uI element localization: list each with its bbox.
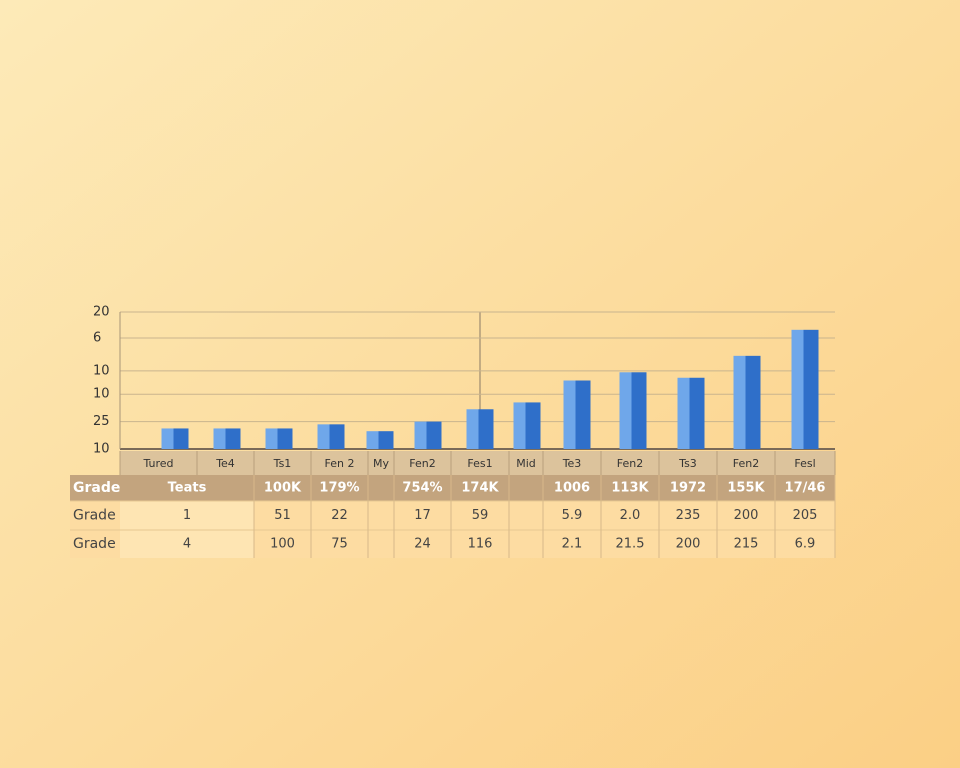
table-cell: 174K	[461, 481, 499, 496]
table-cell: 179%	[319, 481, 359, 496]
table-cell: 2.0	[620, 508, 641, 523]
bar	[213, 428, 241, 449]
x-tick-label: Fesl	[794, 457, 815, 470]
table-cell: 113K	[611, 481, 649, 496]
table-cell: 155K	[727, 481, 765, 496]
table-cell: 59	[472, 508, 489, 523]
table-cell: 1	[183, 508, 191, 523]
row-label: Grade	[73, 508, 116, 524]
table-cell: 75	[331, 537, 348, 552]
label-cell	[120, 501, 254, 530]
table-cell: 4	[183, 537, 191, 552]
bar	[563, 380, 591, 449]
x-tick-label: Ts1	[273, 457, 292, 470]
table-cell: 235	[676, 508, 701, 523]
table-cell: 17/46	[785, 481, 826, 496]
x-tick-label: Fen2	[617, 457, 643, 470]
x-tick-label: Mid	[516, 457, 536, 470]
bar	[791, 329, 819, 449]
bar	[161, 428, 189, 449]
table-cell: 21.5	[616, 537, 645, 552]
table-cell: 100	[270, 537, 295, 552]
table-cell: 1006	[554, 481, 590, 496]
y-tick-label: 10	[93, 363, 110, 378]
table-cell: 17	[414, 508, 431, 523]
table-cell: 200	[676, 537, 701, 552]
table-cell: 205	[793, 508, 818, 523]
table-cell: 24	[414, 537, 431, 552]
bar	[677, 377, 705, 449]
x-tick-label: Te4	[215, 457, 235, 470]
table-cell: 116	[468, 537, 493, 552]
label-cell	[120, 530, 254, 558]
x-tick-label: Fes1	[467, 457, 492, 470]
table-cell: 5.9	[562, 508, 583, 523]
bar	[265, 428, 293, 449]
table-cell: 22	[331, 508, 348, 523]
table-cell: 2.1	[562, 537, 583, 552]
table-cell: 754%	[402, 481, 442, 496]
x-tick-label: Fen2	[409, 457, 435, 470]
table-cell: 200	[734, 508, 759, 523]
y-tick-label: 6	[93, 331, 101, 346]
table-cell: 1972	[670, 481, 706, 496]
x-tick-label: Fen2	[733, 457, 759, 470]
y-tick-label: 25	[93, 414, 110, 429]
y-tick-label: 10	[93, 387, 110, 402]
row-label: Grade	[73, 536, 116, 552]
table-cell: 215	[734, 537, 759, 552]
y-tick-label: 20	[93, 305, 110, 320]
x-tick-label: My	[373, 457, 389, 470]
table-cell: Teats	[168, 481, 207, 496]
y-tick-label: 10	[93, 442, 110, 457]
bar	[466, 409, 494, 449]
table-cell: 6.9	[795, 537, 816, 552]
x-tick-label: Fen 2	[325, 457, 355, 470]
table-header	[120, 451, 835, 475]
x-tick-label: Te3	[562, 457, 582, 470]
table-cell: 100K	[264, 481, 302, 496]
bar	[414, 421, 442, 449]
bar	[619, 372, 647, 449]
row-label: Grade	[73, 480, 120, 496]
bar	[733, 355, 761, 449]
x-tick-label: Tured	[142, 457, 173, 470]
bar	[366, 431, 394, 449]
x-tick-label: Ts3	[678, 457, 697, 470]
bar	[513, 402, 541, 449]
bar	[317, 424, 345, 449]
table-cell: 51	[274, 508, 291, 523]
table-row	[70, 475, 835, 501]
